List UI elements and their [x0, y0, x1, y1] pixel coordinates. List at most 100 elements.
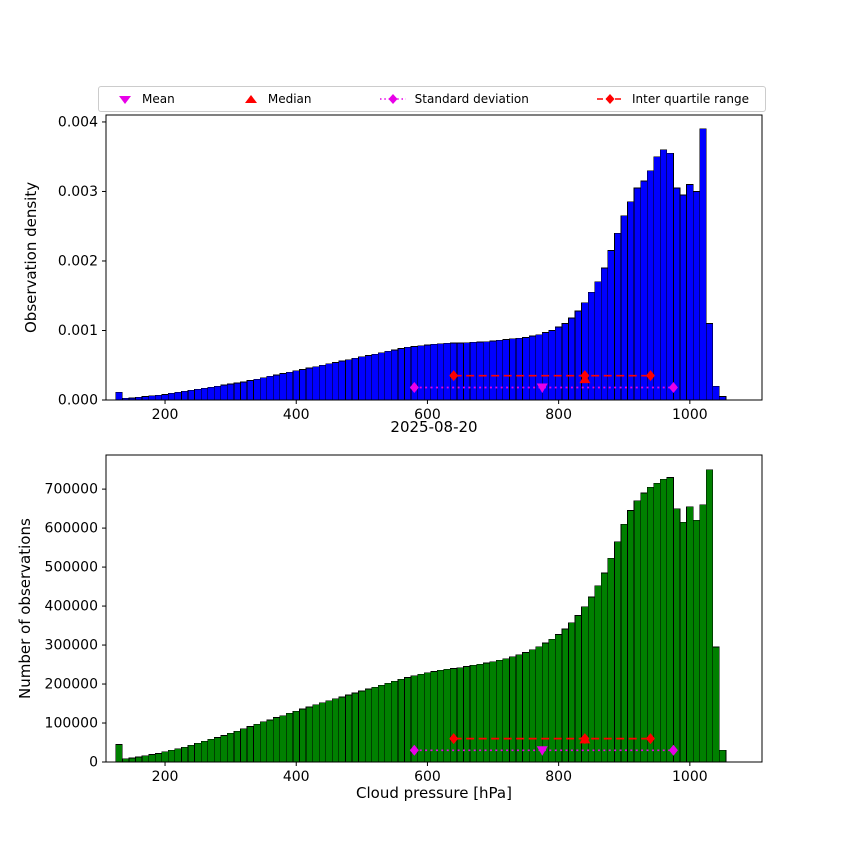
histogram-bar	[286, 371, 294, 401]
histogram-bar	[259, 377, 268, 401]
histogram-bar	[371, 686, 379, 763]
histogram-bar	[594, 281, 602, 401]
x-tick-label: 1000	[672, 407, 708, 423]
y-tick-label: 0.004	[58, 114, 98, 130]
histogram-bar	[272, 374, 281, 401]
histogram-bar	[292, 370, 300, 401]
legend-label-mean: Mean	[142, 92, 175, 106]
diamond-marker	[645, 370, 655, 382]
histogram-bar	[338, 696, 346, 763]
histogram-bar	[227, 383, 235, 401]
histogram-bar	[207, 386, 215, 401]
histogram-bar	[141, 755, 149, 763]
histogram-bar	[581, 302, 589, 401]
histogram-bar	[436, 670, 445, 763]
diamond-marker	[668, 381, 678, 393]
histogram-bar	[495, 659, 504, 763]
histogram-bar	[522, 337, 530, 401]
histogram-bar	[187, 744, 195, 763]
histogram-bar	[443, 668, 451, 763]
histogram-bar	[699, 128, 707, 401]
histogram-bar	[568, 622, 576, 763]
x-tick-label: 600	[414, 769, 441, 785]
y-tick-label: 0.003	[58, 184, 98, 200]
legend-item-mean: Mean	[115, 92, 175, 106]
y-tick-label: 0.002	[58, 253, 98, 269]
median-triangle-marker	[579, 373, 591, 384]
histogram-bar	[220, 735, 228, 763]
histogram-bar	[397, 678, 405, 763]
diamond-marker	[645, 733, 655, 745]
histogram-bar	[614, 541, 622, 763]
histogram-bar	[318, 702, 327, 763]
diamond-marker	[668, 744, 678, 756]
histogram-bar	[404, 346, 412, 401]
mean-triangle-marker	[536, 746, 548, 756]
histogram-bar	[272, 717, 281, 763]
histogram-bar	[600, 267, 609, 401]
histogram-bar	[561, 323, 569, 401]
histogram-bar	[430, 671, 438, 763]
histogram-bar	[161, 394, 169, 401]
histogram-bar	[312, 704, 320, 763]
histogram-bar	[345, 694, 353, 763]
histogram-bar	[338, 360, 346, 401]
histogram-bar	[712, 646, 720, 763]
histogram-bar	[699, 504, 707, 763]
histogram-bar	[600, 572, 609, 763]
histogram-bar	[548, 330, 556, 401]
histogram-bar	[371, 353, 379, 401]
histogram-bar	[240, 728, 248, 763]
y-tick-label: 700000	[45, 482, 98, 498]
histogram-bar	[299, 708, 307, 763]
histogram-bar	[331, 362, 340, 401]
median-triangle-up-icon	[244, 95, 257, 103]
legend-item-std: Standard deviation	[378, 92, 529, 106]
histogram-bar	[194, 742, 202, 763]
mean-triangle-down-icon	[119, 96, 131, 104]
histogram-bar	[391, 349, 399, 401]
histogram-bar	[299, 369, 307, 401]
histogram-bar	[200, 387, 209, 401]
histogram-bar	[640, 180, 648, 401]
y-tick-label: 0.001	[58, 323, 98, 339]
y-tick-label: 300000	[45, 638, 98, 654]
legend-item-iqr: Inter quartile range	[595, 92, 749, 106]
histogram-bar	[207, 739, 215, 763]
axes-spines-density	[105, 114, 763, 401]
histogram-bar	[666, 477, 674, 763]
histogram-bar	[246, 380, 254, 401]
histogram-bar	[463, 342, 471, 401]
histogram-bar	[620, 523, 628, 763]
histogram-bar	[515, 654, 523, 763]
histogram-bar	[495, 339, 504, 401]
histogram-bar	[279, 715, 287, 763]
histogram-bar	[246, 726, 254, 763]
axes-spines-counts	[105, 454, 763, 763]
histogram-bar	[220, 384, 228, 401]
histogram-bar	[476, 663, 484, 763]
histogram-bar	[181, 390, 189, 401]
date-title: 2025-08-20	[390, 418, 478, 436]
x-axis-label: Cloud pressure [hPa]	[356, 784, 512, 802]
x-tick-label: 200	[152, 407, 179, 423]
histogram-bar	[666, 152, 674, 401]
histogram-bar	[502, 339, 510, 401]
std-deviation-dotted-line-icon	[379, 94, 406, 104]
y-ticks-density: 0.000 0.001 0.002 0.003 0.004	[58, 114, 106, 409]
y-tick-label: 0.000	[58, 393, 98, 409]
legend: Mean Median Standard deviation Inter qua…	[98, 86, 766, 112]
histogram-bar	[194, 388, 202, 401]
histogram-bar	[240, 381, 248, 401]
histogram-bar	[233, 730, 241, 763]
histogram-bar	[627, 201, 635, 401]
histogram-bar	[489, 340, 497, 401]
histogram-bar	[154, 394, 163, 401]
histogram-bar	[627, 510, 635, 763]
histogram-bar	[430, 344, 438, 401]
top-y-axis-label: Observation density	[22, 181, 40, 334]
histogram-bar	[279, 373, 287, 401]
histogram-bar	[253, 378, 261, 401]
y-tick-label: 400000	[45, 599, 98, 615]
histogram-bar	[633, 500, 641, 763]
